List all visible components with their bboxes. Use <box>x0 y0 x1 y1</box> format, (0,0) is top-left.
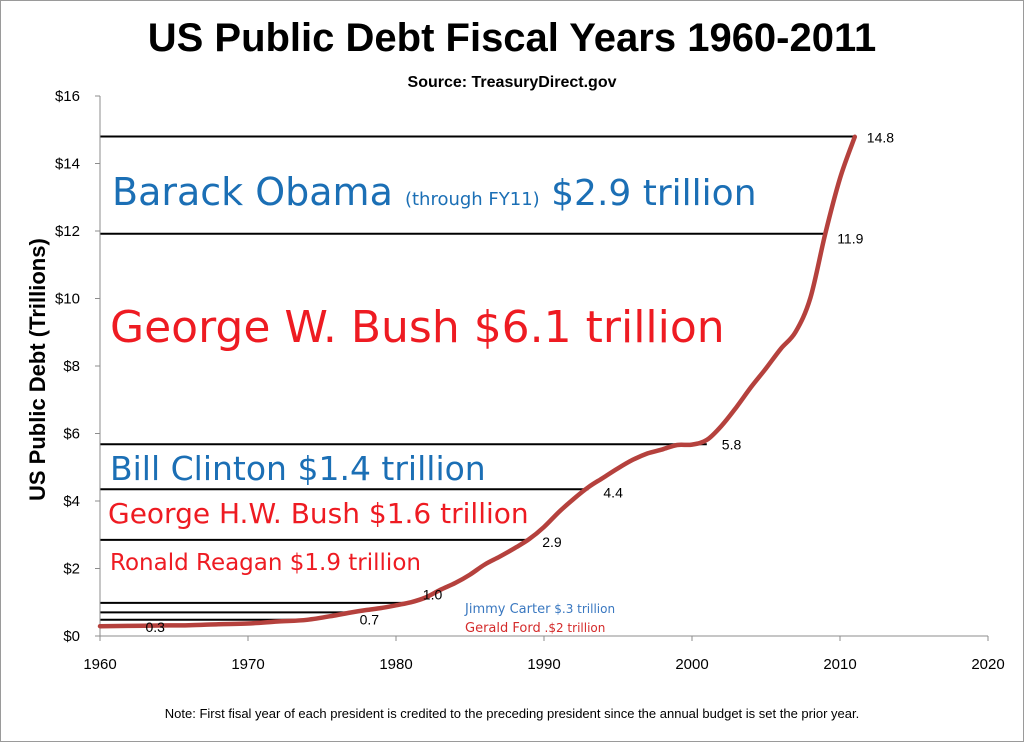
data-label: 1.0 <box>423 586 443 602</box>
y-tick-label: $0 <box>63 628 80 645</box>
y-tick-label: $6 <box>63 426 80 443</box>
series-layer <box>97 134 858 629</box>
data-label: 5.8 <box>722 436 742 452</box>
y-tick-label: $12 <box>55 223 80 240</box>
y-tick-label: $16 <box>55 88 80 105</box>
y-tick-label: $4 <box>63 493 80 510</box>
y-tick-label: $2 <box>63 561 80 578</box>
annotation-text-part: Jimmy Carter <box>465 602 551 617</box>
chart-note: Note: First fisal year of each president… <box>164 706 860 721</box>
reference-lines <box>100 135 855 621</box>
x-tick-label: 1980 <box>379 656 412 673</box>
annotation-text-part: George W. Bush $6.1 trillion <box>110 302 725 353</box>
president-annotation-obama: Barack Obama (through FY11) $2.9 trillio… <box>112 170 757 214</box>
president-annotation-carter: Jimmy Carter $.3 trillion <box>465 598 615 617</box>
annotation-text-part: (through FY11) <box>404 189 540 210</box>
president-annotation-reagan: Ronald Reagan $1.9 trillion <box>110 550 421 576</box>
axes: $0 $2 $4 $6 $8 $10 $12 $14 $16 1960 1970 1980 1990 20… <box>55 88 1005 673</box>
data-label: 11.9 <box>837 230 863 246</box>
annotation-text-part: George H.W. Bush $1.6 trillion <box>108 497 529 530</box>
chart-title: US Public Debt Fiscal Years 1960-2011 <box>147 16 877 60</box>
debt-series-line <box>97 134 858 629</box>
annotation-text-part: Barack Obama <box>112 170 405 214</box>
y-tick-label: $10 <box>55 291 80 308</box>
x-tick-label: 1970 <box>231 656 264 673</box>
annotation-text-part: Gerald Ford <box>465 621 541 636</box>
data-labels: 0.3 0.7 1.0 2.9 4.4 5.8 11.9 14.8 <box>145 130 894 635</box>
annotation-text-part: $2.9 trillion <box>539 173 757 214</box>
president-annotation-ghwbush: George H.W. Bush $1.6 trillion <box>108 497 529 530</box>
y-tick-label: $14 <box>55 156 80 173</box>
annotation-text-part: Ronald Reagan $1.9 trillion <box>110 550 421 576</box>
data-label: 14.8 <box>867 130 894 146</box>
president-annotation-clinton: Bill Clinton $1.4 trillion <box>110 449 486 488</box>
x-tick-label: 1990 <box>527 656 560 673</box>
chart-subtitle: Source: TreasuryDirect.gov <box>407 74 617 91</box>
y-tick-label: $8 <box>63 358 80 375</box>
data-label: 2.9 <box>542 534 562 550</box>
x-tick-label: 2000 <box>675 656 708 673</box>
annotation-text-part: Bill Clinton $1.4 trillion <box>110 449 486 488</box>
president-annotation-ford: Gerald Ford .$2 trillion <box>465 617 605 636</box>
data-label: 4.4 <box>603 485 623 501</box>
annotation-text-part: $.3 trillion <box>550 602 616 616</box>
annotation-text-part: .$2 trillion <box>540 621 606 635</box>
x-tick-label: 1960 <box>83 656 116 673</box>
data-label: 0.7 <box>360 611 380 627</box>
x-tick-label: 2020 <box>971 656 1004 673</box>
data-label: 0.3 <box>145 619 165 635</box>
x-tick-label: 2010 <box>823 656 856 673</box>
president-annotation-gwbush: George W. Bush $6.1 trillion <box>110 302 725 353</box>
